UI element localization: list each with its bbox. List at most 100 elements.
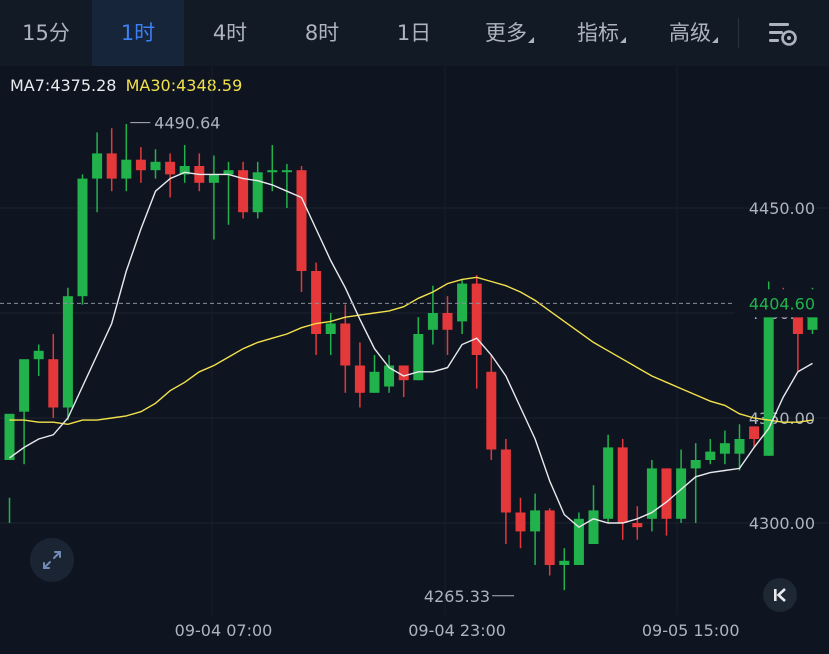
candle [559,548,570,591]
candle-body [486,371,497,450]
candle [208,155,219,240]
candle [676,449,687,523]
candle [340,304,351,393]
candle-body [150,161,161,171]
x-tick-label: 09-04 07:00 [175,621,273,640]
tab-3[interactable]: 8时 [276,0,368,66]
candle [384,355,395,393]
candle-body [62,296,73,408]
candle-body [676,468,687,519]
candle [646,460,657,532]
candle-body [179,166,190,175]
candle-body [223,170,234,175]
candle-body [325,323,336,334]
candle [4,413,15,523]
candle [530,493,541,565]
dropdown-triangle-icon [620,37,626,43]
candle-body [544,510,555,565]
tab-label: 15分 [22,21,70,45]
candle [398,365,409,397]
candle-body [588,510,599,544]
tab-1[interactable]: 1时 [92,0,184,66]
candle-body [48,359,59,408]
candle-body [19,359,30,412]
candle [238,161,249,219]
min-price-label: 4265.33 [424,587,490,606]
candle [62,287,73,421]
candle-body [690,460,701,469]
y-tick-label: 4300.00 [749,514,815,533]
tab-5[interactable]: 更多 [460,0,552,66]
candle-body [340,323,351,366]
candle [515,497,526,549]
candle-body [559,560,570,565]
candle-body [661,468,672,519]
tab-0[interactable]: 15分 [0,0,92,66]
candle [413,317,424,381]
candle [690,443,701,523]
candle [77,174,88,305]
candle-body [500,449,511,513]
candle-body [165,161,176,175]
timeframe-tab-bar: 15分 1时 4时 8时 1日 更多 指标 高级 [0,0,829,66]
dropdown-triangle-icon [528,37,534,43]
tab-label: 高级 [669,21,711,45]
candle [632,506,643,540]
candle-body [106,153,117,179]
max-price-label: 4490.64 [154,114,220,133]
candle-body [749,426,760,439]
x-tick-label: 09-04 23:00 [408,621,506,640]
candle-body [296,170,307,271]
candle-body [719,443,730,454]
candle [106,128,117,192]
candle [442,296,453,355]
candle [296,166,307,292]
candle-body [646,468,657,519]
candle-body [413,334,424,381]
tab-6[interactable]: 指标 [552,0,644,66]
candle-body [763,294,774,456]
candle [603,434,614,523]
candle-body [471,283,482,355]
candle [705,439,716,465]
scroll-to-latest-button[interactable] [763,578,797,612]
tab-2[interactable]: 4时 [184,0,276,66]
candle-body [208,174,219,183]
candle-body [398,365,409,381]
tab-label: 4时 [212,21,248,45]
candle [267,145,278,192]
candle [500,439,511,544]
candle [281,163,292,208]
candle [311,262,322,355]
tab-4[interactable]: 1日 [368,0,460,66]
candle-body [427,313,438,330]
fullscreen-button[interactable] [30,538,74,582]
candle [719,430,730,465]
candle-body [369,371,380,393]
tab-label: 更多 [485,21,527,45]
y-tick-label: 4450.00 [749,199,815,218]
candle [457,279,468,334]
candle-body [252,172,263,213]
tab-7[interactable]: 高级 [644,0,736,66]
tab-label: 1时 [120,21,156,45]
candle-body [792,317,803,334]
candle-body [530,510,541,532]
current-price-tag: 4404.60 [749,294,815,313]
candle [486,355,497,460]
candle [48,334,59,418]
candle-body [807,313,818,330]
candle-body [734,439,745,454]
candle-body [354,365,365,393]
candle [749,426,760,448]
dropdown-triangle-icon [712,37,718,43]
candle-body [442,313,453,330]
chart-settings-icon[interactable] [765,20,799,48]
ma7-value: MA7:4375.28 [10,76,117,95]
tab-label: 1日 [396,21,432,45]
candle [354,342,365,408]
candle-body [77,178,88,297]
ma30-value: MA30:4348.59 [125,76,243,95]
expand-arrows-icon [43,551,61,569]
